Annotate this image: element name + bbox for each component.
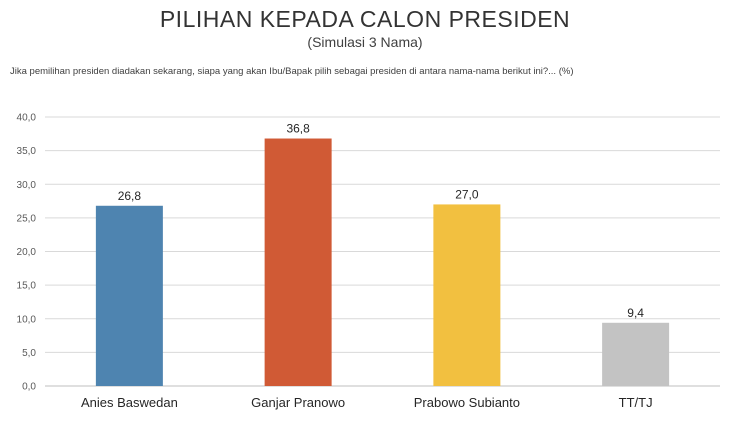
- data-label: 9,4: [627, 306, 644, 320]
- data-label: 27,0: [455, 187, 479, 201]
- y-tick-label: 30,0: [17, 180, 37, 191]
- y-tick-label: 5,0: [22, 348, 36, 359]
- bar: [433, 204, 501, 386]
- category-label: Anies Baswedan: [81, 395, 178, 410]
- category-label: Ganjar Pranowo: [251, 395, 345, 410]
- y-tick-label: 0,0: [22, 382, 36, 393]
- chart-title: PILIHAN KEPADA CALON PRESIDEN: [159, 6, 571, 32]
- bar: [264, 138, 332, 386]
- category-label: TT/TJ: [619, 395, 653, 410]
- bar: [95, 205, 163, 386]
- y-tick-label: 40,0: [17, 113, 37, 124]
- data-label: 26,8: [118, 189, 142, 203]
- data-labels: 26,8 36,8 27,0 9,4: [118, 122, 645, 320]
- y-tick-label: 20,0: [17, 247, 37, 258]
- y-axis-tick-labels: 0,0 5,0 10,0 15,0 20,0 25,0 30,0 35,0 40,0: [17, 113, 37, 393]
- bars: [95, 138, 670, 386]
- chart-subtitle: (Simulasi 3 Nama): [307, 34, 423, 50]
- y-tick-label: 25,0: [17, 213, 37, 224]
- bar: [602, 322, 670, 386]
- survey-question: Jika pemilihan presiden diadakan sekaran…: [10, 66, 574, 77]
- y-tick-label: 15,0: [17, 281, 37, 292]
- category-label: Prabowo Subianto: [414, 395, 520, 410]
- y-tick-label: 35,0: [17, 146, 37, 157]
- data-label: 36,8: [286, 122, 310, 136]
- y-tick-label: 10,0: [17, 314, 37, 325]
- x-axis-category-labels: Anies Baswedan Ganjar Pranowo Prabowo Subi…: [81, 395, 653, 410]
